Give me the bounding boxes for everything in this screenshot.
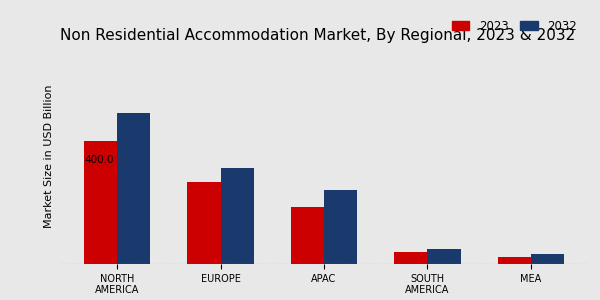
Legend: 2023, 2032: 2023, 2032: [447, 15, 582, 38]
Bar: [427, 249, 461, 264]
Y-axis label: Market Size in USD Billion: Market Size in USD Billion: [44, 84, 55, 228]
Text: Non Residential Accommodation Market, By Regional, 2023 & 2032: Non Residential Accommodation Market, By…: [60, 28, 575, 43]
Bar: [84, 141, 117, 264]
Bar: [117, 113, 150, 264]
Bar: [394, 252, 427, 264]
Bar: [324, 190, 357, 264]
Bar: [498, 257, 531, 264]
Bar: [291, 207, 324, 264]
Bar: [187, 182, 221, 264]
Text: 400.0: 400.0: [85, 155, 114, 165]
Bar: [221, 168, 254, 264]
Bar: [531, 254, 564, 264]
